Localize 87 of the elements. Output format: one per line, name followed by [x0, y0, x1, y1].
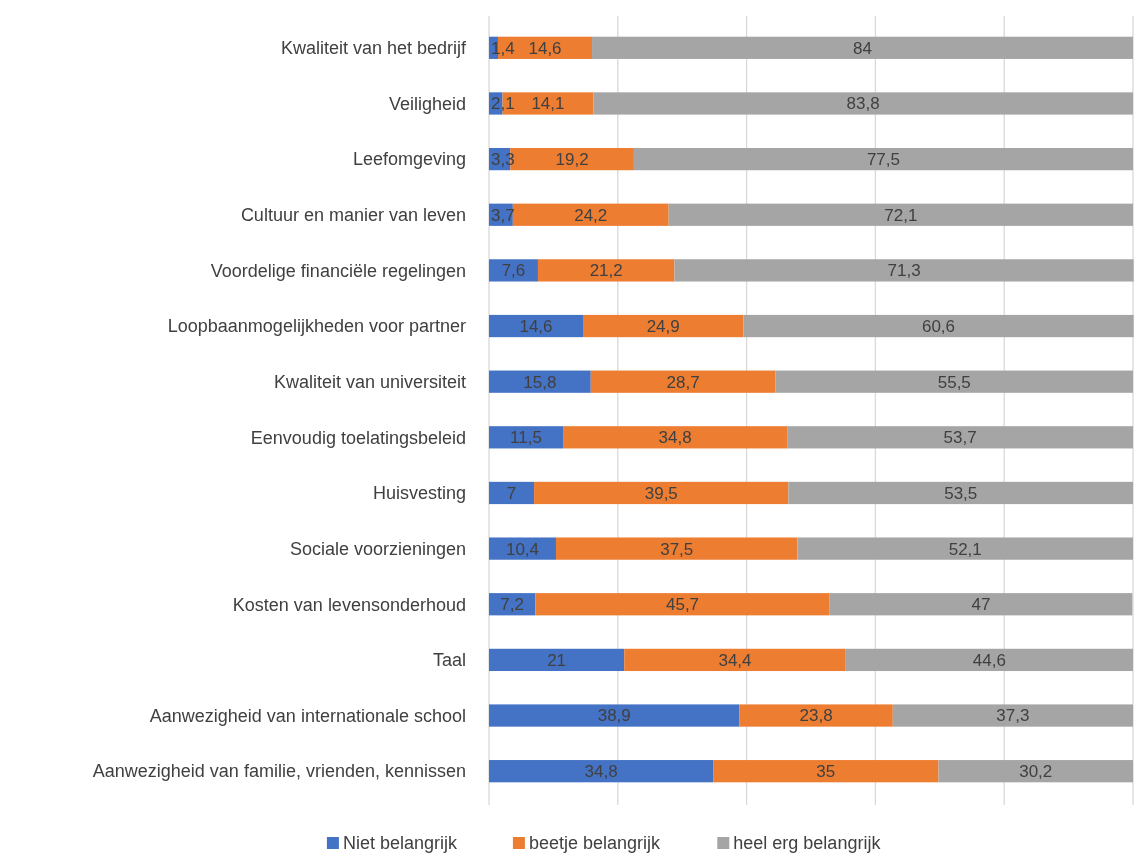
data-label: 83,8 [846, 94, 880, 114]
data-label: 11,5 [510, 428, 542, 448]
data-label: 7 [506, 483, 517, 503]
data-label: 15,8 [523, 372, 557, 392]
data-label: 30,2 [1019, 762, 1053, 782]
bar [739, 704, 893, 727]
data-label: 7,6 [501, 261, 526, 281]
bar [775, 370, 1133, 393]
bar [489, 370, 591, 393]
bar [489, 648, 625, 672]
y-tick-label: Sociale voorzieningen [289, 538, 466, 559]
bar [624, 648, 846, 672]
bar [555, 537, 798, 560]
y-tick-label: Eenvoudig toelatingsbeleid [250, 427, 466, 448]
bar [583, 314, 744, 338]
bar [563, 426, 788, 449]
data-label: 24,9 [646, 316, 680, 336]
bar [512, 203, 669, 226]
data-label: 84 [853, 38, 872, 58]
y-tick-label: Cultuur en manier van leven [240, 205, 466, 226]
data-label: 44,6 [972, 650, 1006, 670]
data-label: 14,1 [531, 94, 565, 114]
data-label: 39,5 [644, 483, 678, 503]
legend-label: beetje belangrijk [528, 833, 661, 853]
y-tick-label: Voordelige financiële regelingen [210, 260, 466, 281]
data-label: 45,7 [665, 595, 700, 615]
bar [938, 760, 1133, 783]
data-label: 38,9 [597, 706, 631, 726]
bar [674, 259, 1134, 282]
bar [489, 259, 538, 282]
y-tick-label: Veiligheid [388, 93, 466, 114]
bar [593, 92, 1133, 115]
bar [535, 593, 830, 616]
data-label: 55,5 [937, 372, 971, 392]
data-label: 53,7 [943, 428, 977, 448]
data-label: 21 [547, 650, 567, 670]
bar [592, 36, 1133, 59]
data-label: 47 [971, 595, 991, 615]
y-tick-label: Huisvesting [372, 483, 466, 504]
data-label: 14,6 [519, 316, 553, 336]
y-tick-label: Taal [432, 650, 466, 671]
bar [489, 537, 556, 560]
bar [845, 648, 1133, 672]
data-label: 35 [816, 762, 836, 782]
y-tick-label: Kwaliteit van het bedrijf [280, 38, 467, 59]
data-label: 71,3 [887, 261, 921, 281]
legend-label: heel erg belangrijk [733, 833, 882, 853]
data-label: 19,2 [555, 150, 589, 170]
bar [743, 314, 1134, 338]
data-label: 34,8 [584, 762, 618, 782]
y-tick-label: Aanwezigheid van familie, vrienden, kennissen [92, 761, 466, 782]
data-label: 10,4 [505, 539, 540, 559]
bar [788, 481, 1133, 505]
bar [713, 760, 939, 783]
y-tick-label: Leefomgeving [352, 149, 466, 170]
bar [489, 704, 740, 727]
bar [797, 537, 1133, 560]
data-label: 23,8 [799, 706, 833, 726]
data-label: 37,3 [996, 706, 1030, 726]
bar [537, 259, 675, 282]
data-label: 60,6 [921, 316, 956, 336]
legend-label: Niet belangrijk [342, 833, 458, 853]
data-label: 14,6 [528, 38, 562, 58]
bar [892, 704, 1133, 727]
data-label: 52,1 [948, 539, 982, 559]
bar [534, 481, 789, 505]
data-label: 34,8 [658, 428, 692, 448]
y-tick-label: Loopbaanmogelijkheden voor partner [167, 316, 466, 337]
y-tick-label: Kosten van levensonderhoud [232, 594, 466, 615]
bar [590, 370, 776, 393]
data-label: 34,4 [718, 650, 752, 670]
data-label: 37,5 [660, 539, 694, 559]
bar [668, 203, 1133, 226]
data-label: 72,1 [884, 205, 918, 225]
bar [633, 147, 1133, 171]
data-label: 77,5 [866, 150, 900, 170]
bar [787, 426, 1133, 449]
bar [489, 481, 535, 505]
data-label: 24,2 [574, 205, 608, 225]
bar [829, 593, 1133, 616]
y-tick-label: Aanwezigheid van internationale school [149, 705, 466, 726]
bar [489, 760, 714, 783]
data-label: 53,5 [944, 483, 978, 503]
data-label: 21,2 [589, 261, 623, 281]
data-label: 28,7 [666, 372, 700, 392]
data-label: 7,2 [500, 595, 524, 615]
y-tick-label: Kwaliteit van universiteit [273, 371, 466, 392]
